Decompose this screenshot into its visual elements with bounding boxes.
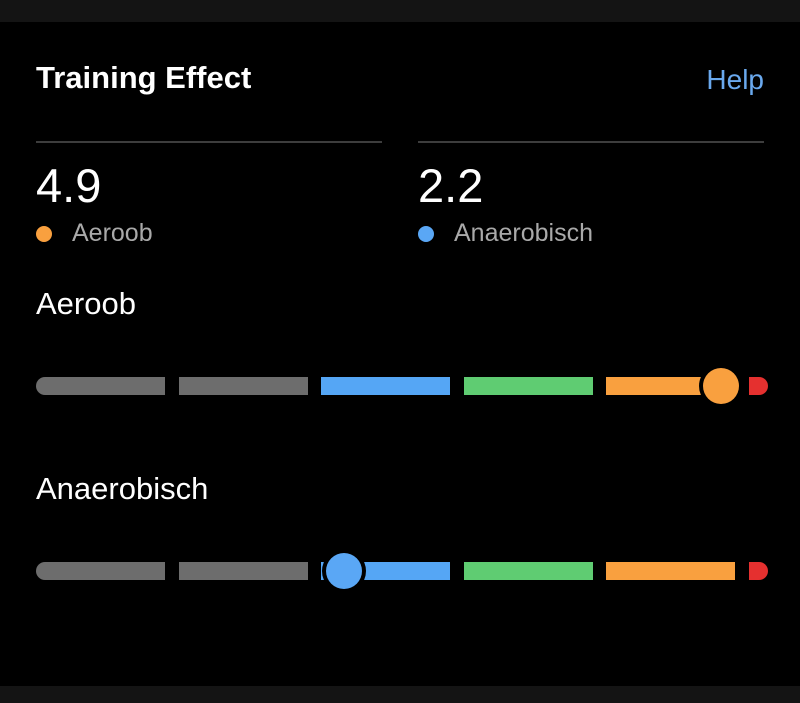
aerobic-value: 4.9 bbox=[36, 159, 102, 212]
aerobic-zone-1 bbox=[36, 377, 165, 395]
aerobic-summary: 4.9 Aeroob bbox=[36, 162, 153, 246]
anaerobic-zone-4 bbox=[463, 562, 593, 580]
divider-left bbox=[36, 141, 382, 143]
anaerobic-value-marker bbox=[325, 553, 362, 589]
aerobic-scale-bar bbox=[36, 368, 768, 404]
anaerobic-zone-2 bbox=[178, 562, 308, 580]
card-title: Training Effect bbox=[36, 60, 252, 95]
aerobic-section-title: Aeroob bbox=[36, 286, 136, 321]
aerobic-value-marker bbox=[703, 368, 740, 404]
bottom-strip bbox=[0, 686, 800, 703]
anaerobic-zone-5 bbox=[606, 562, 735, 580]
aerobic-zone-5 bbox=[606, 377, 735, 395]
anaerobic-label: Anaerobisch bbox=[454, 219, 593, 247]
help-link[interactable]: Help bbox=[706, 64, 764, 95]
divider-right bbox=[418, 141, 764, 143]
anaerobic-dot-icon bbox=[418, 225, 434, 242]
anaerobic-value: 2.2 bbox=[418, 159, 484, 212]
anaerobic-scale-bar bbox=[36, 553, 768, 589]
aerobic-zone-6 bbox=[748, 377, 768, 395]
aerobic-zone-2 bbox=[178, 377, 308, 395]
aerobic-dot-icon bbox=[36, 225, 52, 242]
aerobic-zone-3 bbox=[321, 377, 450, 395]
anaerobic-zone-6 bbox=[748, 562, 768, 580]
top-strip bbox=[0, 0, 800, 22]
anaerobic-zone-1 bbox=[36, 562, 165, 580]
anaerobic-label-row: Anaerobisch bbox=[418, 221, 593, 246]
aerobic-zone-4 bbox=[463, 377, 593, 395]
training-effect-card bbox=[0, 22, 800, 686]
anaerobic-section-title: Anaerobisch bbox=[36, 471, 209, 506]
aerobic-label: Aeroob bbox=[72, 219, 153, 247]
aerobic-label-row: Aeroob bbox=[36, 221, 153, 246]
anaerobic-summary: 2.2 Anaerobisch bbox=[418, 162, 593, 246]
